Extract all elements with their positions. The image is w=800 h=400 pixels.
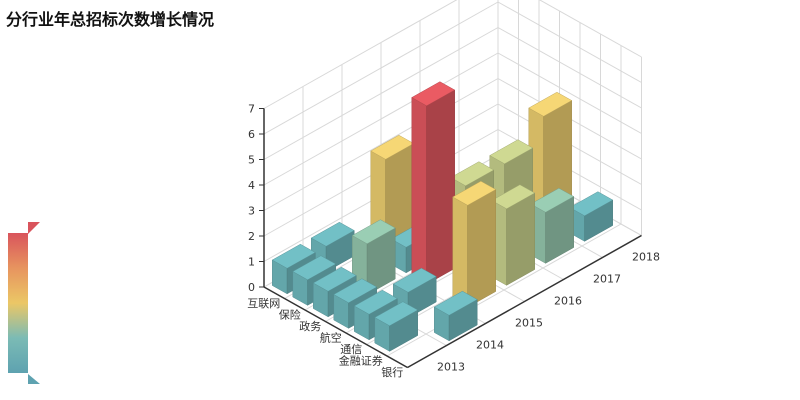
- bar-face-top: [411, 81, 456, 107]
- bar-face-left: [411, 97, 427, 285]
- year-axis: 2013 2014 2015 2016 2017 2018: [437, 251, 660, 374]
- bar-face-top: [351, 219, 396, 245]
- bar-face-top: [491, 184, 536, 210]
- bar-face-top: [530, 187, 575, 213]
- wall-grid-line: [263, 27, 499, 160]
- bar-face-top: [489, 139, 534, 165]
- z-tick-label: 4: [248, 179, 255, 192]
- bar-face-top: [569, 191, 614, 217]
- bar: [351, 219, 396, 296]
- year-label: 2017: [593, 273, 621, 286]
- wall-grid-line: [497, 1, 642, 83]
- bar-face-top: [353, 289, 398, 315]
- bar-face-top: [392, 267, 437, 293]
- bar-face-right: [426, 89, 455, 285]
- y-axis-line: [407, 234, 642, 369]
- visual-map-handle-bottom: [28, 374, 40, 384]
- industry-label: 航空: [320, 330, 342, 344]
- bar-face-top: [452, 180, 497, 206]
- industry-label: 银行: [381, 365, 403, 379]
- z-tick-label: 5: [248, 154, 255, 167]
- wall-grid-line: [263, 52, 499, 186]
- z-tick-label: 1: [248, 256, 255, 269]
- visual-map-handle-top: [28, 222, 40, 234]
- bar-face-right: [506, 192, 535, 286]
- chart-title: 分行业年总招标次数增长情况: [6, 10, 215, 29]
- bar-face-right: [467, 189, 496, 308]
- z-tick-label: 0: [248, 281, 255, 294]
- bar-face-top: [450, 161, 495, 187]
- industry-label: 政务: [299, 319, 321, 333]
- year-label: 2015: [515, 317, 543, 330]
- year-label: 2013: [437, 361, 465, 374]
- bar-face-top: [292, 255, 337, 281]
- bar: [452, 180, 497, 308]
- year-label: 2016: [554, 295, 582, 308]
- bar-face-top: [528, 91, 573, 117]
- industry-label: 金融证券: [339, 353, 383, 367]
- bar: [433, 290, 478, 342]
- industry-label: 互联网: [247, 297, 280, 310]
- bar-face-top: [312, 266, 357, 292]
- wall-grid-line: [497, 52, 642, 134]
- z-tick-label: 7: [248, 103, 255, 116]
- z-tick-label: 2: [248, 230, 255, 243]
- wall-grid-line: [263, 78, 499, 211]
- wall-grid-line: [538, 0, 642, 58]
- wall-grid-line: [263, 1, 499, 135]
- industry-label: 通信: [340, 343, 362, 356]
- bar-face-left: [452, 196, 468, 308]
- visual-map[interactable]: [6, 220, 46, 390]
- x-axis-line: [263, 286, 408, 369]
- bar-group: [271, 81, 614, 352]
- year-label: 2018: [632, 251, 660, 264]
- industry-label: 保险: [279, 307, 301, 321]
- wall-grid-line: [497, 27, 642, 109]
- visual-map-bar: [8, 233, 28, 373]
- bar-face-top: [333, 278, 378, 304]
- z-axis: 0 1 2 3 4 5 6 7: [248, 103, 642, 369]
- bar: [411, 81, 456, 285]
- bar-face-top: [433, 290, 478, 316]
- bar: [374, 301, 419, 352]
- z-tick-label: 6: [248, 128, 255, 141]
- bar: [491, 184, 536, 286]
- year-label: 2014: [476, 339, 504, 352]
- bar-face-top: [271, 243, 316, 269]
- bar-face-top: [310, 221, 355, 247]
- z-tick-label: 3: [248, 205, 255, 218]
- bar-face-top: [374, 301, 419, 327]
- wall-grid-line: [263, 0, 458, 109]
